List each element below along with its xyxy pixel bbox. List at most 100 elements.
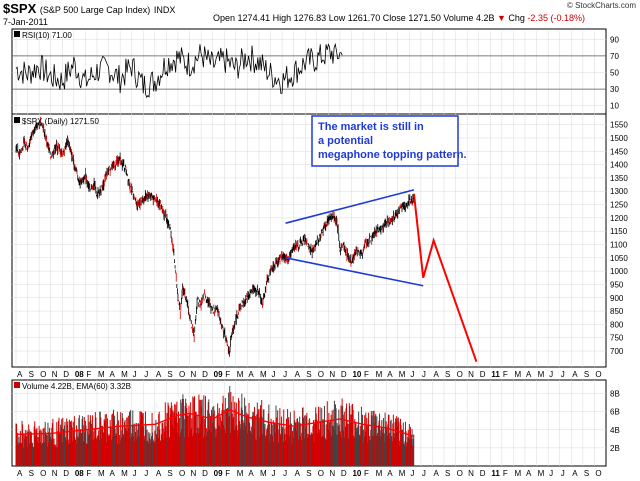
volume-tick-label: 6B [610, 408, 620, 417]
month-label-bottom: N [52, 469, 58, 478]
volume-tick-label: 8B [610, 390, 620, 399]
month-label: J [561, 370, 565, 379]
close-label: Close [382, 13, 406, 23]
month-label: M [98, 370, 105, 379]
volume-label: Volume [443, 13, 474, 23]
quote-line: Open 1274.41 High 1276.83 Low 1261.70 Cl… [213, 13, 585, 23]
month-label: M [538, 370, 545, 379]
month-label-bottom: O [595, 469, 601, 478]
month-label: M [399, 370, 406, 379]
month-label: J [422, 370, 426, 379]
month-label: S [445, 370, 450, 379]
month-label: A [110, 370, 116, 379]
month-label-bottom: D [480, 469, 486, 478]
month-label: S [167, 370, 172, 379]
month-label-bottom: J [133, 469, 137, 478]
month-label: J [410, 370, 414, 379]
month-label: A [156, 370, 162, 379]
price-tick-label: 1000 [610, 267, 628, 276]
down-triangle-icon: ▼ [496, 13, 506, 23]
month-label-bottom: J [272, 469, 276, 478]
month-label-bottom: N [191, 469, 197, 478]
open-value: 1274.41 [237, 13, 271, 23]
month-label: D [63, 370, 69, 379]
low-label: Low [328, 13, 346, 23]
month-label-bottom: M [376, 469, 383, 478]
month-label-bottom: O [318, 469, 324, 478]
month-label-bottom: O [40, 469, 46, 478]
rsi-tick-label: 70 [610, 52, 619, 61]
price-tick-label: 850 [610, 307, 624, 316]
month-label-bottom: S [29, 469, 34, 478]
month-label: 10 [352, 370, 361, 379]
month-label-bottom: O [457, 469, 463, 478]
month-label: A [295, 370, 301, 379]
month-label-bottom: F [503, 469, 508, 478]
month-label-bottom: J [549, 469, 553, 478]
month-label-bottom: M [260, 469, 267, 478]
price-series [15, 116, 414, 357]
month-label: S [29, 370, 34, 379]
annotation-line-2: a potential [318, 135, 373, 147]
month-label: 09 [214, 370, 223, 379]
month-label-bottom: F [225, 469, 230, 478]
month-label: M [260, 370, 267, 379]
change-label: Chg [508, 13, 525, 23]
month-label: F [86, 370, 91, 379]
price-tick-label: 1250 [610, 201, 628, 210]
volume-legend: Volume 4.22B, EMA(60) 3.32B [22, 382, 131, 391]
month-label: N [468, 370, 474, 379]
copyright: © StockCharts.com [566, 1, 636, 10]
month-label: F [503, 370, 508, 379]
month-label: O [318, 370, 324, 379]
month-label: O [595, 370, 601, 379]
close-value: 1271.50 [408, 13, 441, 23]
rsi-series [15, 42, 343, 99]
price-tick-label: 750 [610, 334, 624, 343]
month-label-bottom: A [156, 469, 162, 478]
month-label-bottom: M [98, 469, 105, 478]
rsi-tick-label: 10 [610, 102, 619, 111]
month-label: D [202, 370, 208, 379]
rsi-tick-label: 50 [610, 69, 619, 78]
month-label-bottom: 10 [352, 469, 361, 478]
price-panel [11, 113, 607, 368]
month-label: M [121, 370, 128, 379]
upper-trendline [285, 189, 415, 224]
month-label: S [306, 370, 311, 379]
price-tick-label: 1150 [610, 227, 628, 236]
month-label: M [376, 370, 383, 379]
lower-trendline [285, 257, 424, 287]
month-label: J [272, 370, 276, 379]
month-label: A [433, 370, 439, 379]
month-label: O [40, 370, 46, 379]
exchange: INDX [153, 5, 176, 15]
month-label-bottom: D [202, 469, 208, 478]
annotation-overlay [285, 189, 478, 363]
month-label: N [52, 370, 58, 379]
price-tick-label: 1550 [610, 121, 628, 130]
month-label: D [480, 370, 486, 379]
change-value: -2.35 (-0.18%) [527, 13, 585, 23]
rsi-y-axis: 10 30 50 70 90 [610, 35, 619, 110]
month-label-bottom: A [526, 469, 532, 478]
month-label: 08 [75, 370, 84, 379]
month-label-bottom: A [248, 469, 254, 478]
month-label: J [549, 370, 553, 379]
month-label-bottom: M [121, 469, 128, 478]
month-label-bottom: D [341, 469, 347, 478]
month-label-bottom: M [538, 469, 545, 478]
annotation-line-3: megaphone topping pattern. [318, 149, 467, 161]
month-label-bottom: 11 [491, 469, 500, 478]
price-tick-label: 1200 [610, 214, 628, 223]
volume-tick-label: 2B [610, 444, 620, 453]
month-label: A [17, 370, 23, 379]
month-label-bottom: J [283, 469, 287, 478]
month-label: A [248, 370, 254, 379]
month-label-bottom: 09 [214, 469, 223, 478]
month-label-bottom: A [17, 469, 23, 478]
price-legend-swatch [14, 117, 20, 123]
month-label-bottom: F [86, 469, 91, 478]
high-value: 1276.83 [293, 13, 327, 23]
